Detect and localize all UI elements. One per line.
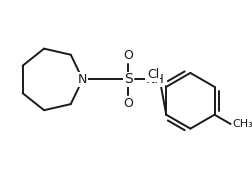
Text: N: N	[78, 73, 87, 86]
Text: S: S	[123, 73, 132, 86]
Text: NH: NH	[145, 73, 164, 86]
Text: Cl: Cl	[146, 68, 159, 81]
Text: O: O	[123, 49, 133, 62]
Text: CH₃: CH₃	[232, 119, 252, 129]
Text: O: O	[123, 97, 133, 110]
